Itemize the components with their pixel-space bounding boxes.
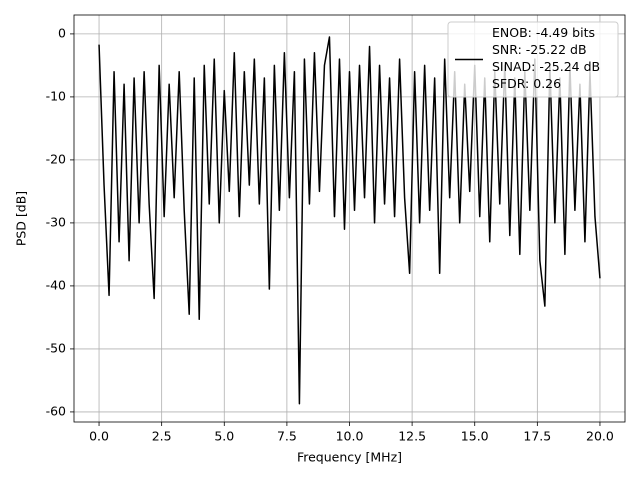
legend-box <box>447 21 619 98</box>
x-tick-label: 0.0 <box>89 429 109 444</box>
x-tick-label: 10.0 <box>336 429 364 444</box>
y-tick-label: -30 <box>46 214 66 229</box>
legend-label: ENOB: -4.49 bits SNR: -25.22 dB SINAD: -25… <box>492 25 600 91</box>
x-tick-label: 17.5 <box>523 429 551 444</box>
y-axis-label: PSD [dB] <box>14 191 29 246</box>
y-tick-label: -50 <box>46 340 66 355</box>
x-tick-label: 5.0 <box>214 429 234 444</box>
y-tick-label: -20 <box>46 151 66 166</box>
x-tick-label: 20.0 <box>586 429 614 444</box>
data-line <box>98 36 601 405</box>
y-tick-label: 0 <box>58 25 66 40</box>
y-tick-label: -60 <box>46 403 66 418</box>
x-tick-label: 12.5 <box>398 429 426 444</box>
y-tick-label: -10 <box>46 88 66 103</box>
x-tick-label: 2.5 <box>152 429 172 444</box>
y-tick-label: -40 <box>46 277 66 292</box>
x-axis-label: Frequency [MHz] <box>297 450 402 465</box>
legend: ENOB: -4.49 bits SNR: -25.22 dB SINAD: -25… <box>447 21 619 98</box>
x-tick-label: 15.0 <box>461 429 489 444</box>
x-tick-label: 7.5 <box>277 429 297 444</box>
